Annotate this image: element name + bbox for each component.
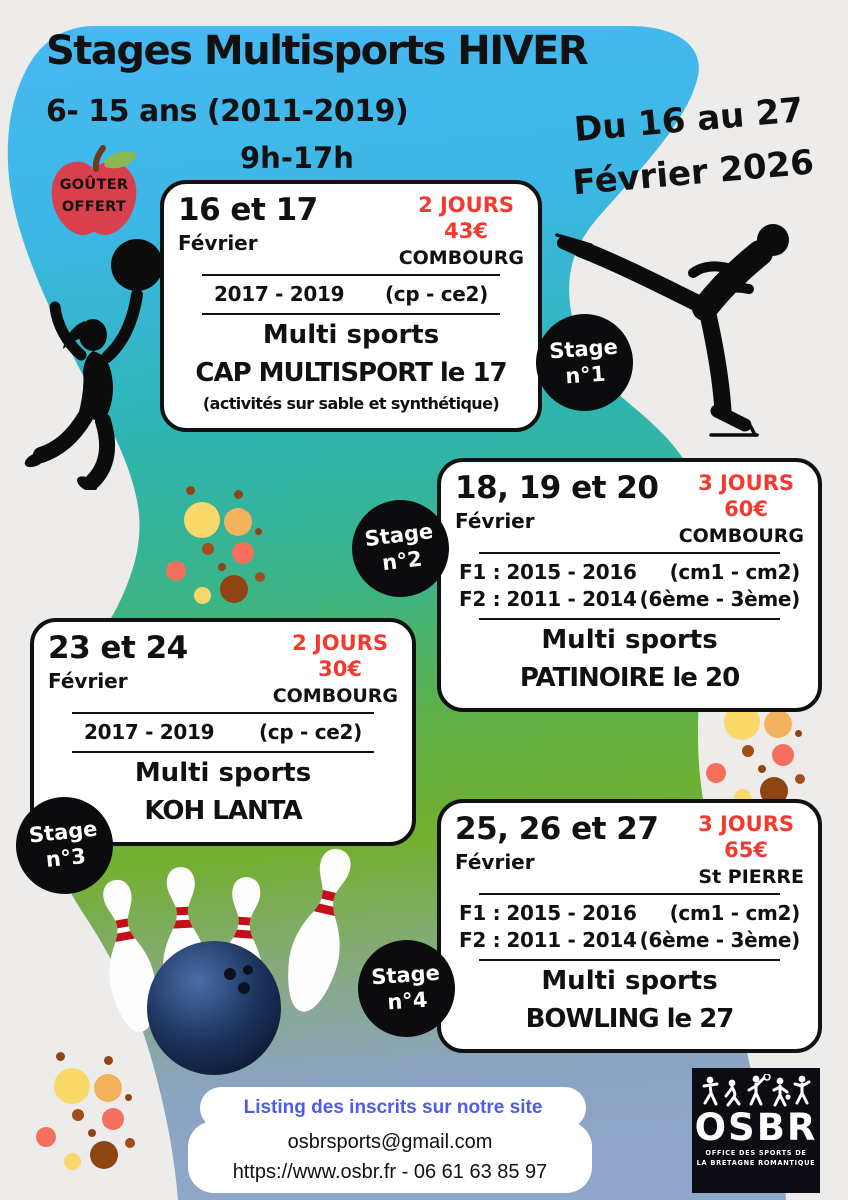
activity-note: (activités sur sable et synthétique) bbox=[202, 393, 500, 413]
sports-figures-icon bbox=[702, 1074, 811, 1107]
stage-duration: 2 JOURS bbox=[292, 631, 388, 655]
stage-duration: 3 JOURS bbox=[698, 471, 794, 495]
group-classes: (cp - ce2) bbox=[384, 281, 488, 306]
activity-highlight: KOH LANTA bbox=[144, 795, 302, 826]
stage-card-1: 16 et 17 Février 2 JOURS 43€ COMBOURG 20… bbox=[160, 180, 542, 432]
stage-month: Février bbox=[455, 509, 535, 533]
age-group-row: F2 :2011 - 2014 (6ème - 3ème) bbox=[455, 586, 804, 613]
group-classes: (6ème - 3ème) bbox=[639, 586, 801, 611]
stage-card-4: 25, 26 et 27 Février 3 JOURS 65€ St PIER… bbox=[437, 799, 822, 1053]
group-prefix: F2 : bbox=[459, 586, 501, 611]
group-years: 2015 - 2016 bbox=[506, 900, 637, 925]
stage-price: 30€ bbox=[318, 657, 362, 682]
badge-number: n°1 bbox=[564, 361, 607, 388]
activity-highlight: CAP MULTISPORT le 17 bbox=[195, 357, 507, 388]
age-group-row: 2017 - 2019 (cp - ce2) bbox=[48, 719, 398, 746]
age-group-row: 2017 - 2019 (cp - ce2) bbox=[178, 281, 524, 308]
activity-highlight: BOWLING le 27 bbox=[525, 1003, 735, 1034]
bowling-pins-ball-icon bbox=[92, 843, 363, 1075]
divider bbox=[479, 617, 780, 620]
age-group-row: F2 :2011 - 2014 (6ème - 3ème) bbox=[455, 927, 804, 954]
stage-location: COMBOURG bbox=[398, 246, 524, 269]
badge-number: n°4 bbox=[386, 987, 429, 1014]
osbr-subtitle-line2: LA BRETAGNE ROMANTIQUE bbox=[696, 1158, 816, 1167]
activity-type: Multi sports bbox=[134, 757, 312, 788]
group-classes: (cp - ce2) bbox=[258, 719, 362, 744]
osbr-logo: OSBR OFFICE DES SPORTS DE LA BRETAGNE RO… bbox=[692, 1068, 820, 1193]
stage-duration: 3 JOURS bbox=[698, 812, 794, 836]
stage-month: Février bbox=[178, 231, 258, 255]
stage-dates: 16 et 17 bbox=[178, 192, 318, 228]
group-prefix: F2 : bbox=[459, 927, 501, 952]
divider bbox=[72, 711, 374, 714]
badge-number: n°3 bbox=[44, 843, 87, 872]
stage-dates: 18, 19 et 20 bbox=[455, 470, 659, 506]
group-prefix: F1 : bbox=[459, 559, 501, 584]
group-prefix: F1 : bbox=[459, 900, 501, 925]
contact-email: osbrsports@gmail.com bbox=[287, 1131, 493, 1153]
stage-location: COMBOURG bbox=[678, 524, 804, 547]
confetti-dots-cluster bbox=[28, 1052, 140, 1172]
stage-location: COMBOURG bbox=[272, 684, 398, 707]
activity-type: Multi sports bbox=[262, 319, 440, 350]
stage-price: 65€ bbox=[724, 838, 768, 863]
stage-dates: 25, 26 et 27 bbox=[455, 811, 659, 847]
age-group-row: F1 :2015 - 2016 (cm1 - cm2) bbox=[455, 900, 804, 927]
stage-price: 60€ bbox=[724, 497, 768, 522]
badge-number: n°2 bbox=[380, 546, 424, 575]
osbr-acronym: OSBR bbox=[694, 1106, 818, 1149]
volleyball-player-silhouette-icon bbox=[24, 239, 163, 490]
activity-highlight: PATINOIRE le 20 bbox=[519, 662, 740, 693]
age-range: 6- 15 ans (2011-2019) bbox=[46, 94, 409, 129]
apple-icon bbox=[51, 145, 137, 235]
page-title: Stages Multisports HIVER bbox=[46, 28, 589, 74]
stage-month: Février bbox=[48, 669, 128, 693]
stage-month: Février bbox=[455, 850, 535, 874]
group-years: 2017 - 2019 bbox=[214, 281, 345, 306]
badge-word: Stage bbox=[27, 816, 99, 848]
stage-card-2: 18, 19 et 20 Février 3 JOURS 60€ COMBOUR… bbox=[437, 458, 822, 712]
group-years: 2015 - 2016 bbox=[506, 559, 637, 584]
osbr-subtitle-line1: OFFICE DES SPORTS DE bbox=[705, 1149, 807, 1157]
stage-dates: 23 et 24 bbox=[48, 630, 188, 666]
activity-type: Multi sports bbox=[541, 624, 718, 655]
group-classes: (cm1 - cm2) bbox=[669, 559, 801, 584]
divider bbox=[202, 312, 500, 315]
divider bbox=[479, 958, 780, 961]
divider bbox=[202, 273, 500, 276]
age-group-row: F1 :2015 - 2016 (cm1 - cm2) bbox=[455, 559, 804, 586]
divider bbox=[479, 892, 780, 895]
listing-label: Listing des inscrits sur notre site bbox=[243, 1097, 543, 1118]
snack-offered-badge: GOÛTER OFFERT bbox=[44, 144, 144, 240]
group-years: 2011 - 2014 bbox=[506, 586, 637, 611]
stage-duration: 2 JOURS bbox=[418, 193, 514, 217]
figure-skater-silhouette-icon bbox=[555, 224, 789, 437]
group-years: 2017 - 2019 bbox=[84, 719, 215, 744]
contact-box: osbrsports@gmail.com https://www.osbr.fr… bbox=[188, 1121, 592, 1193]
daily-hours: 9h-17h bbox=[240, 141, 354, 175]
badge-word: Stage bbox=[370, 960, 441, 990]
group-classes: (6ème - 3ème) bbox=[639, 927, 801, 952]
stage-price: 43€ bbox=[444, 219, 488, 244]
stage-location: St PIERRE bbox=[698, 865, 804, 888]
divider bbox=[479, 551, 780, 554]
snack-badge-line1: GOÛTER bbox=[59, 177, 129, 193]
activity-type: Multi sports bbox=[541, 965, 718, 996]
group-classes: (cm1 - cm2) bbox=[669, 900, 801, 925]
snack-badge-line2: OFFERT bbox=[61, 199, 127, 216]
badge-word: Stage bbox=[548, 334, 619, 364]
divider bbox=[72, 750, 374, 753]
contact-website-phone: https://www.osbr.fr - 06 61 63 85 97 bbox=[232, 1161, 548, 1183]
group-years: 2011 - 2014 bbox=[506, 927, 637, 952]
confetti-dots-cluster bbox=[158, 486, 270, 606]
